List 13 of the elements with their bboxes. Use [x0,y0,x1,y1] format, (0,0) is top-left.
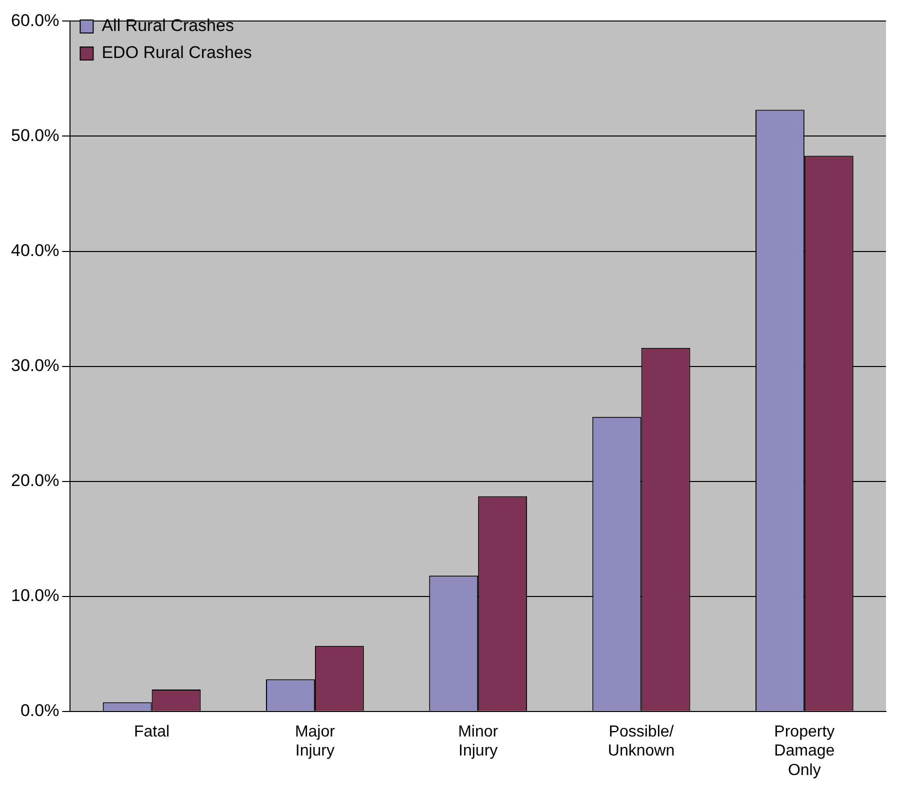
y-tick-label: 20.0% [11,471,60,490]
x-tick-label: Possible/Unknown [608,723,675,760]
y-tick-label: 30.0% [11,356,60,375]
y-tick-label: 10.0% [11,586,60,606]
legend-label: EDO Rural Crashes [102,43,252,62]
y-tick-label: 40.0% [11,240,60,260]
x-tick-label: Fatal [134,723,170,740]
y-tick-label: 0.0% [20,701,60,720]
y-tick-label: 60.0% [11,10,60,30]
x-tick-label: Property Damage Only [774,723,835,779]
x-tick-label: Major Injury [294,723,336,760]
x-tick-label: Minor Injury [458,723,499,760]
y-tick-label: 50.0% [11,126,60,145]
